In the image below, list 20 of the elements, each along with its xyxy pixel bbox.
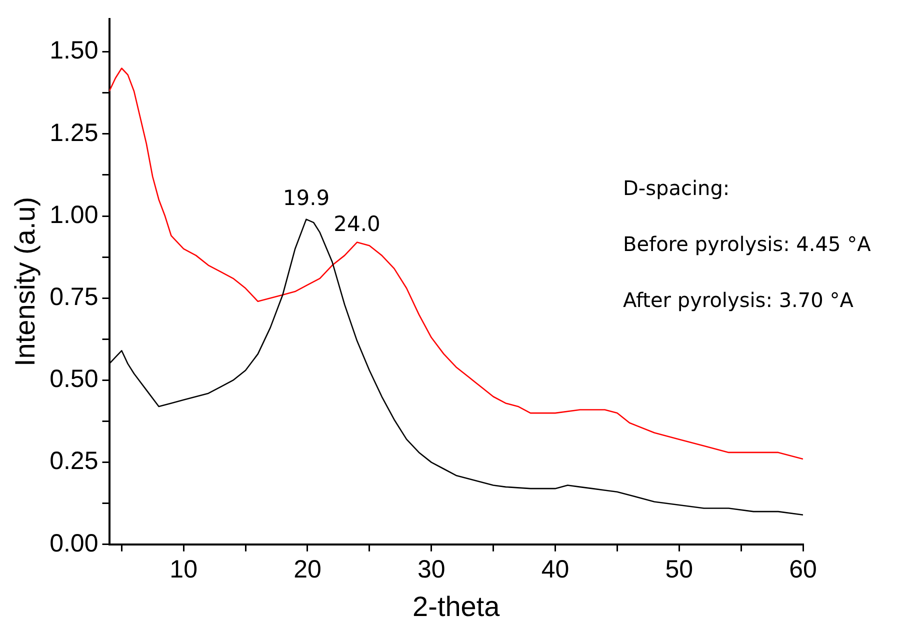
x-tick-label: 10 <box>170 555 198 584</box>
x-tick-label: 50 <box>665 555 694 584</box>
y-tick-label: 0.75 <box>50 283 98 312</box>
x-axis-title: 2-theta <box>412 590 500 622</box>
y-tick-label: 0.00 <box>50 529 98 558</box>
y-tick-label: 1.25 <box>50 118 98 147</box>
y-tick-label: 1.50 <box>50 36 98 65</box>
y-axis-title: Intensity (a.u) <box>10 196 41 367</box>
x-tick-label: 40 <box>541 555 570 584</box>
annotation: After pyrolysis: 3.70 °A <box>623 288 854 312</box>
annotation: D-spacing: <box>623 176 730 200</box>
annotation: 24.0 <box>334 212 380 236</box>
x-tick-label: 60 <box>789 555 817 584</box>
annotation: Before pyrolysis: 4.45 °A <box>623 232 872 256</box>
x-tick-label: 20 <box>294 555 322 584</box>
y-tick-label: 0.50 <box>50 365 98 394</box>
x-tick-label: 30 <box>417 555 446 584</box>
y-tick-label: 0.25 <box>50 447 98 476</box>
y-tick-label: 1.00 <box>50 200 98 229</box>
annotation: 19.9 <box>282 186 330 210</box>
